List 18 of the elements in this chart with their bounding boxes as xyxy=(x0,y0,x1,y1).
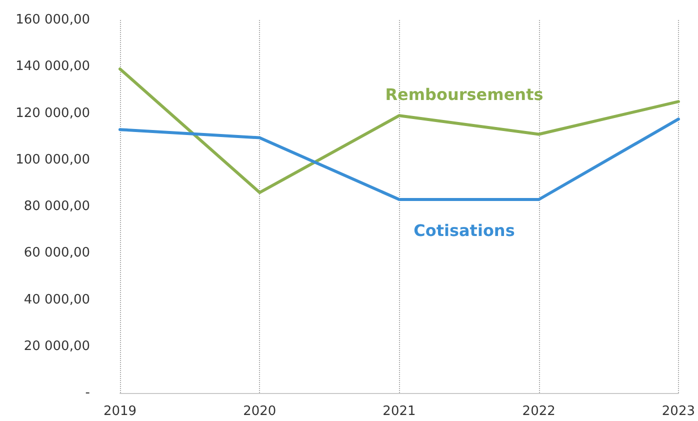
line-series xyxy=(118,118,680,202)
y-tick-label: 40 000,00 xyxy=(24,292,90,308)
line-series xyxy=(118,67,680,194)
y-tick-label: 100 000,00 xyxy=(16,152,90,168)
series-label: Cotisations xyxy=(414,221,515,240)
y-tick-label: 160 000,00 xyxy=(16,12,90,28)
y-tick-label: 80 000,00 xyxy=(24,199,90,214)
y-tick-label: 20 000,00 xyxy=(24,338,90,354)
y-tick-label: - xyxy=(85,386,90,400)
x-tick-label: 2019 xyxy=(103,404,137,419)
x-tick-label: 2021 xyxy=(382,404,416,419)
x-tick-label: 2020 xyxy=(243,404,276,419)
y-tick-label: 120 000,00 xyxy=(16,106,90,121)
y-tick-label: 140 000,00 xyxy=(16,59,90,74)
series-label: Remboursements xyxy=(385,85,544,104)
x-tick-label: 2023 xyxy=(662,404,696,419)
y-tick-label: 60 000,00 xyxy=(24,246,90,261)
x-tick-label: 2022 xyxy=(522,404,556,419)
